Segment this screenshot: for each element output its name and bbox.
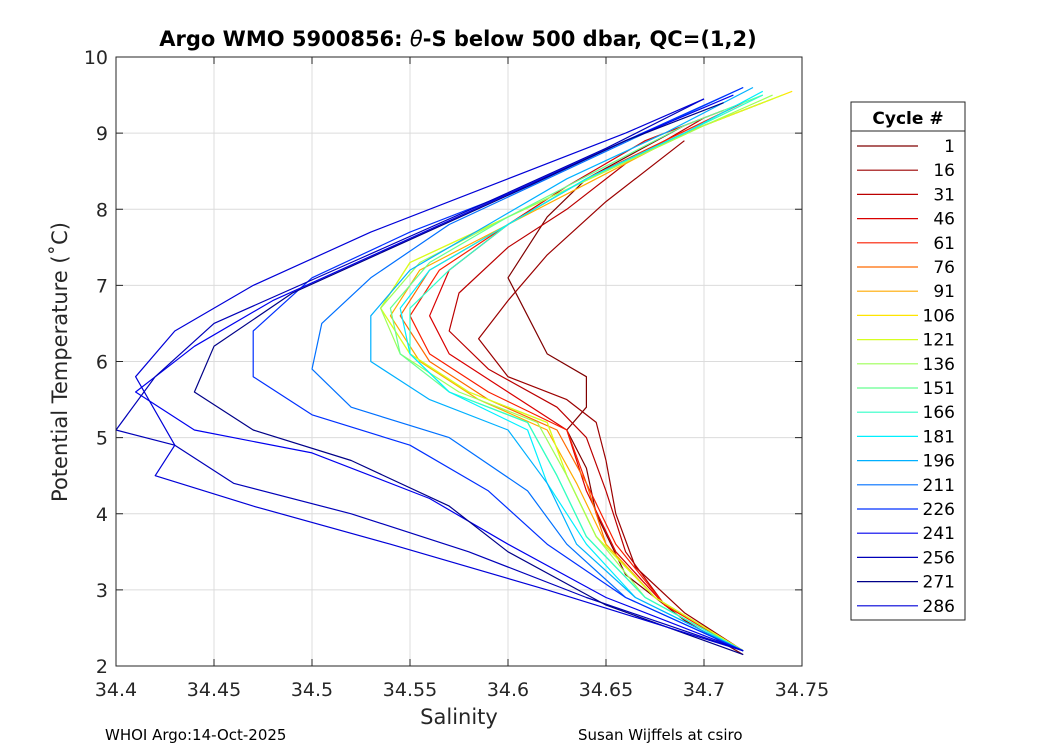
legend-title: Cycle #: [872, 109, 943, 129]
y-tick-label: 4: [96, 504, 108, 526]
legend-label-226: 226: [923, 500, 955, 520]
legend-label-46: 46: [933, 210, 955, 230]
legend-label-256: 256: [923, 548, 955, 568]
legend-label-61: 61: [933, 234, 955, 254]
legend-label-271: 271: [923, 573, 955, 593]
x-tick-label: 34.7: [683, 679, 725, 701]
x-tick-label: 34.6: [487, 679, 529, 701]
legend-label-91: 91: [933, 282, 955, 302]
legend-label-286: 286: [923, 597, 955, 617]
legend-label-181: 181: [923, 427, 955, 447]
y-tick-label: 2: [96, 656, 108, 678]
legend-label-136: 136: [923, 355, 955, 375]
x-tick-label: 34.55: [383, 679, 437, 701]
series-lines: [115, 86, 793, 656]
legend-label-196: 196: [923, 452, 955, 472]
series-line-cycle-31: [448, 117, 744, 652]
series-line-cycle-286: [135, 98, 744, 652]
series-line-cycle-16: [478, 140, 744, 652]
legend-label-76: 76: [933, 258, 955, 278]
series-line-cycle-271: [193, 102, 744, 656]
x-tick-label: 34.5: [291, 679, 333, 701]
y-tick-label: 8: [96, 199, 108, 221]
x-tick-label: 34.75: [775, 679, 829, 701]
legend-label-1: 1: [944, 137, 955, 157]
legend-label-211: 211: [923, 476, 955, 496]
series-line-cycle-91: [389, 98, 773, 652]
y-tick-label: 10: [84, 47, 108, 69]
legend-label-106: 106: [923, 306, 955, 326]
legend-label-16: 16: [933, 161, 955, 181]
y-axis-label: Potential Temperature (˚C): [48, 222, 72, 502]
legend-label-166: 166: [923, 403, 955, 423]
series-line-cycle-196: [370, 86, 754, 652]
y-tick-label: 7: [96, 275, 108, 297]
footer-right-credit: Susan Wijffels at csiro: [578, 726, 743, 744]
legend: Cycle # 11631466176911061211361511661811…: [850, 101, 966, 621]
legend-entries: 1 16 31 46 61 76 91 106 121 136 151 166 181 196 211 226…: [857, 137, 955, 617]
legend-label-31: 31: [933, 185, 955, 205]
y-tick-label: 3: [96, 580, 108, 602]
x-tick-label: 34.4: [95, 679, 137, 701]
series-line-cycle-181: [399, 90, 764, 652]
axis-ticks: 34.4 34.45 34.5 34.55 34.6 34.65 34.7 34.75 2 3 4 5…: [84, 47, 829, 701]
y-tick-label: 5: [96, 428, 108, 450]
plot-area: 34.4 34.45 34.5 34.55 34.6 34.65 34.7 34.75 2 3 4 5…: [84, 47, 829, 701]
y-tick-label: 6: [96, 352, 108, 374]
chart-title: Argo WMO 5900856: θ-S below 500 dbar, QC…: [159, 27, 756, 51]
x-axis-label: Salinity: [420, 705, 498, 729]
x-tick-label: 34.45: [187, 679, 241, 701]
series-line-cycle-211: [311, 86, 744, 652]
legend-label-241: 241: [923, 524, 955, 544]
series-line-cycle-241: [135, 94, 744, 652]
series-line-cycle-1: [507, 124, 744, 656]
y-tick-label: 9: [96, 123, 108, 145]
footer-left-credit: WHOI Argo:14-Oct-2025: [105, 726, 286, 744]
legend-label-121: 121: [923, 331, 955, 351]
legend-label-151: 151: [923, 379, 955, 399]
x-tick-label: 34.65: [579, 679, 633, 701]
